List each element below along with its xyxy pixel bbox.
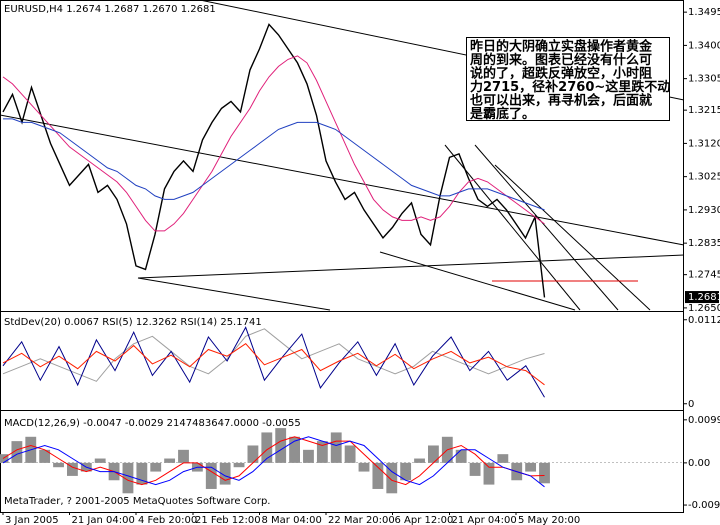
x-tick-label: 21 Apr 04:00 (452, 515, 517, 525)
last-price-label: 1.2681 (688, 292, 720, 303)
histogram-bar (261, 432, 273, 463)
series-line (3, 118, 545, 211)
y-tick-label: 1.2745 (688, 270, 720, 281)
trend-line (474, 144, 619, 311)
histogram-bar (178, 449, 189, 463)
histogram-bar (39, 449, 51, 463)
trend-lines (0, 0, 685, 311)
series-line (2, 343, 545, 386)
series-line (2, 55, 545, 232)
histogram-bar (330, 432, 342, 463)
x-tick-label: 4 Feb 20:00 (138, 515, 197, 525)
annotation-line: 昨日的大阴确立实盘操作者黄金 (470, 39, 653, 55)
histogram-bar (136, 462, 148, 485)
trend-line (0, 114, 685, 246)
x-tick-label: 6 Apr 12:00 (395, 515, 454, 525)
x-tick-label: 3 Jan 2005 (5, 515, 59, 525)
y-tick-label: 1.2835 (688, 238, 720, 249)
y-tick-label: 1.3120 (688, 138, 720, 149)
y-tick-label: 0.00 (688, 458, 710, 469)
histogram-bar (275, 428, 287, 463)
histogram-bar (358, 462, 370, 472)
histogram-bar (469, 462, 481, 476)
histogram-bar (67, 462, 78, 476)
copyright: MetaTrader, ? 2001-2005 MetaQuotes Softw… (4, 496, 270, 507)
annotation-line: 力2715，径补2760~这里跌不动 (470, 79, 670, 95)
histogram-bar (289, 436, 300, 463)
histogram-bar (303, 449, 314, 463)
histogram-bar (414, 458, 425, 463)
histogram-bar (233, 462, 245, 468)
histogram-bar (344, 445, 356, 463)
histogram-bar (372, 462, 384, 489)
histogram-bar (11, 441, 23, 463)
y-tick-label: 1.2650 (688, 303, 720, 314)
histogram-bar (122, 462, 134, 494)
x-tick-label: 8 Mar 04:00 (262, 515, 322, 525)
y-tick-label: 0.0112 (688, 315, 720, 326)
histogram-bar (94, 458, 106, 463)
y-tick-label: 0 (688, 399, 694, 410)
series-line (2, 436, 545, 488)
series-line (2, 23, 546, 298)
histogram-bar (316, 441, 328, 463)
y-tick-label: 0.0099 (688, 415, 720, 426)
histogram-bar (483, 462, 495, 485)
trend-line (137, 254, 685, 279)
trend-line (444, 144, 581, 311)
histogram-bar (0, 454, 9, 463)
x-tick-label: 21 Jan 04:00 (72, 515, 135, 525)
x-tick-label: 5 May 20:00 (518, 515, 580, 525)
histogram-bar (53, 462, 64, 468)
x-tick-label: 21 Feb 12:00 (195, 515, 261, 525)
y-tick-label: -0.0097 (688, 500, 720, 511)
histogram-bar (150, 462, 162, 472)
trend-line (137, 277, 331, 311)
histogram-bar (386, 462, 398, 494)
histogram-bar (539, 462, 550, 484)
series-line (2, 328, 545, 382)
annotation-line: 是霸底了。 (469, 106, 535, 122)
histogram-bar (497, 454, 509, 463)
trend-line (494, 164, 651, 311)
last-price-box (685, 291, 719, 304)
y-tick-label: 1.3495 (688, 7, 720, 18)
y-tick-label: 1.3025 (688, 172, 720, 183)
histogram-bar (525, 462, 537, 472)
trend-line (379, 251, 576, 311)
indicator-title: MACD(12,26,9) -0.0047 -0.0029 2147483647… (4, 418, 301, 429)
y-tick-label: 1.2930 (688, 205, 720, 216)
series-line (2, 326, 545, 398)
histogram-bar (205, 462, 217, 489)
histogram-bar (400, 462, 412, 481)
annotation-line: 说的了，超跌反弹放空，小时阻 (470, 66, 652, 82)
annotation-line: 周的到来。图表已经没有什么可 (470, 52, 652, 68)
histogram-bar (455, 449, 467, 463)
annotation-line: 也可以出来，再寻机会，后面就 (470, 93, 652, 109)
chart-title: EURUSD,H4 1.2674 1.2687 1.2670 1.2681 (4, 4, 216, 15)
y-tick-label: 1.3305 (688, 74, 720, 85)
histogram-bar (247, 445, 259, 463)
annotation: 昨日的大阴确立实盘操作者黄金周的到来。图表已经没有什么可说的了，超跌反弹放空，小… (466, 37, 670, 122)
indicator-title: StdDev(20) 0.0067 RSI(5) 12.3262 RSI(14)… (4, 317, 262, 328)
y-tick-label: 1.3400 (688, 40, 720, 51)
y-tick-label: 1.3215 (688, 105, 720, 116)
histogram-bar (219, 462, 231, 485)
histogram-bar (428, 445, 439, 463)
histogram-bar (164, 458, 176, 463)
x-tick-label: 22 Mar 20:00 (328, 515, 395, 525)
annotation-box (466, 37, 670, 121)
